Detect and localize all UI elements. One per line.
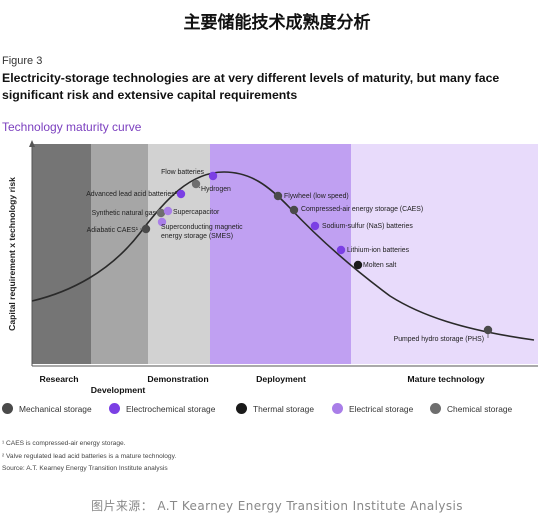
y-axis-label: Capital requirement x technology risk xyxy=(7,177,17,331)
point-mechanical xyxy=(289,205,299,215)
figure-label: Figure 3 xyxy=(2,55,43,67)
technology-label: Lithium-ion batteries xyxy=(347,247,410,254)
point-thermal xyxy=(353,260,363,270)
point-electrical xyxy=(163,206,173,216)
technology-label: Flow batteries xyxy=(161,169,204,176)
legend-item-thermal: Thermal storage xyxy=(236,403,314,414)
footnote-lead-acid: ² Valve regulated lead acid batteries is… xyxy=(2,452,177,460)
technology-label: Superconducting magnetic energy storage (… xyxy=(161,224,243,240)
point-electrochemical xyxy=(176,189,186,199)
legend-label: Thermal storage xyxy=(253,403,314,414)
point-chemical xyxy=(156,208,166,218)
point-chemical xyxy=(191,179,201,189)
legend-item-chemical: Chemical storage xyxy=(430,403,512,414)
footnotes: ¹ CAES is compressed-air energy storage.… xyxy=(2,438,176,476)
maturity-curve-chart: Capital requirement x technology risk Ad… xyxy=(7,140,538,395)
technology-label: Sodium-sulfur (NaS) batteries xyxy=(322,223,413,230)
technology-label: Pumped hydro storage (PHS) xyxy=(394,336,484,343)
legend-label: Mechanical storage xyxy=(19,403,92,414)
point-mechanical xyxy=(483,325,493,335)
legend-label: Chemical storage xyxy=(447,403,513,414)
footnote-caes: ¹ CAES is compressed-air energy storage. xyxy=(2,440,126,447)
legend-swatch-chemical xyxy=(430,403,441,414)
stage-label-deployment: Deployment xyxy=(256,374,306,384)
chart-subtitle: Technology maturity curve xyxy=(2,120,142,134)
stage-band-development xyxy=(91,144,148,364)
point-mechanical xyxy=(273,191,283,201)
stage-label-demonstration: Demonstration xyxy=(147,374,208,384)
point-electrochemical xyxy=(310,221,320,231)
footnote-source: Source: A.T. Kearney Energy Transition I… xyxy=(2,465,168,472)
point-mechanical xyxy=(141,224,151,234)
stage-band-mature xyxy=(351,144,538,364)
legend-item-electrical: Electrical storage xyxy=(332,403,413,414)
legend-label: Electrochemical storage xyxy=(126,403,216,414)
point-electrochemical xyxy=(336,245,346,255)
technology-label: Molten salt xyxy=(363,262,396,269)
legend-swatch-mechanical xyxy=(2,403,13,414)
image-source: 图片来源： A.T Kearney Energy Transition Inst… xyxy=(91,499,463,513)
technology-points xyxy=(141,171,493,335)
technology-label: Supercapacitor xyxy=(173,209,220,216)
legend-label: Electrical storage xyxy=(349,403,414,414)
technology-label: Hydrogen xyxy=(201,186,231,193)
stage-band-research xyxy=(32,144,91,364)
figure-heading: Electricity-storage technologies are at … xyxy=(2,71,500,102)
stage-label-research: Research xyxy=(39,374,78,384)
technology-label: Adiabatic CAES¹ xyxy=(87,227,139,234)
technology-labels: Adiabatic CAES¹ Synthetic natural gas Adva… xyxy=(86,169,484,343)
stage-bands xyxy=(32,144,538,364)
stage-band-demonstration xyxy=(148,144,210,364)
stage-label-mature: Mature technology xyxy=(407,374,484,384)
legend-item-mechanical: Mechanical storage xyxy=(2,403,92,414)
technology-label: Flywheel (low speed) xyxy=(284,193,349,200)
point-electrochemical xyxy=(208,171,218,181)
page-title: 主要储能技术成熟度分析 xyxy=(183,13,371,33)
legend-swatch-electrochemical xyxy=(109,403,120,414)
technology-label: Compressed-air energy storage (CAES) xyxy=(301,206,423,213)
stage-label-development: Development xyxy=(91,385,146,395)
technology-label: Advanced lead acid batteries² xyxy=(86,191,177,198)
legend-swatch-thermal xyxy=(236,403,247,414)
technology-label: Synthetic natural gas xyxy=(92,210,157,217)
stage-band-deployment xyxy=(210,144,351,364)
point-electrical xyxy=(157,217,167,227)
legend-swatch-electrical xyxy=(332,403,343,414)
maturity-curve xyxy=(31,171,535,341)
y-axis-arrow xyxy=(29,140,35,147)
legend-item-electrochemical: Electrochemical storage xyxy=(109,403,215,414)
